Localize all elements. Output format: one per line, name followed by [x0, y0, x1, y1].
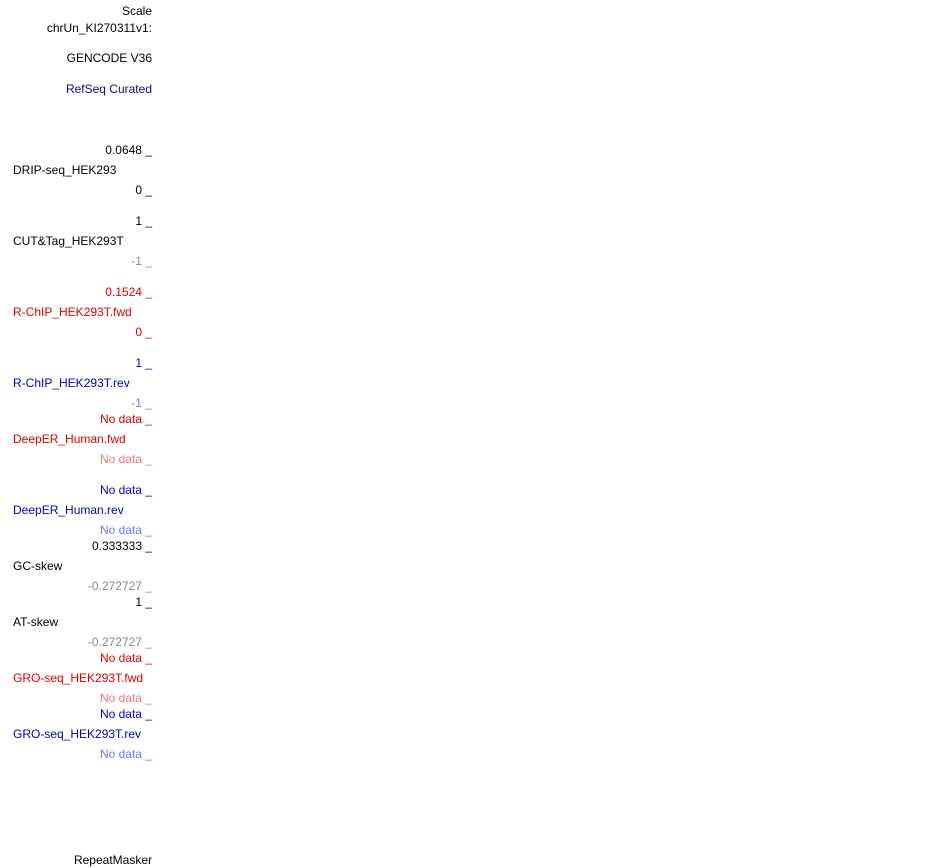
gcskew-track-name[interactable]: GC-skew	[13, 559, 63, 573]
deeper-rev-min-value: No data _	[99, 523, 152, 537]
atskew-min-value: -0.272727 _	[87, 635, 152, 649]
gencode-track-label[interactable]: GENCODE V36	[66, 51, 152, 65]
rchip-rev-min-value: -1 _	[131, 396, 152, 410]
deeper-fwd-track-name[interactable]: DeepER_Human.fwd	[13, 432, 126, 446]
gro-fwd-track-name[interactable]: GRO-seq_HEK293T.fwd	[13, 671, 144, 685]
gro-fwd-max-value: No data _	[99, 651, 152, 665]
drip-track-name[interactable]: DRIP-seq_HEK293	[13, 163, 117, 177]
deeper-fwd-max-value: No data _	[99, 412, 152, 426]
rchip-fwd-min-value: 0 _	[135, 325, 152, 339]
repeatmasker-track-label[interactable]: RepeatMasker	[73, 853, 152, 867]
rchip-fwd-track-name[interactable]: R-ChIP_HEK293T.fwd	[13, 305, 132, 319]
deeper-rev-max-value: No data _	[99, 483, 152, 497]
deeper-rev-track-name[interactable]: DeepER_Human.rev	[13, 503, 124, 517]
rchip-fwd-max-value: 0.1524 _	[105, 285, 152, 299]
cuttag-min-value: -1 _	[131, 254, 152, 268]
gcskew-max-value: 0.333333 _	[91, 539, 152, 553]
scale-label: Scale	[121, 4, 152, 18]
deeper-fwd-min-value: No data _	[99, 452, 152, 466]
cuttag-track-name[interactable]: CUT&Tag_HEK293T	[13, 234, 124, 248]
atskew-max-value: 1 _	[135, 595, 152, 609]
gro-rev-max-value: No data _	[99, 707, 152, 721]
rchip-rev-track-name[interactable]: R-ChIP_HEK293T.rev	[13, 376, 130, 390]
refseq-track-label[interactable]: RefSeq Curated	[65, 82, 152, 96]
chromosome-label: chrUn_KI270311v1:	[46, 21, 152, 35]
gro-rev-track-name[interactable]: GRO-seq_HEK293T.rev	[13, 727, 142, 741]
drip-max-value: 0.0648 _	[105, 143, 152, 157]
cuttag-max-value: 1 _	[135, 214, 152, 228]
rchip-rev-max-value: 1 _	[135, 356, 152, 370]
gro-rev-min-value: No data _	[99, 747, 152, 761]
gro-fwd-min-value: No data _	[99, 691, 152, 705]
atskew-track-name[interactable]: AT-skew	[13, 615, 59, 629]
gcskew-min-value: -0.272727 _	[87, 579, 152, 593]
drip-min-value: 0 _	[135, 183, 152, 197]
